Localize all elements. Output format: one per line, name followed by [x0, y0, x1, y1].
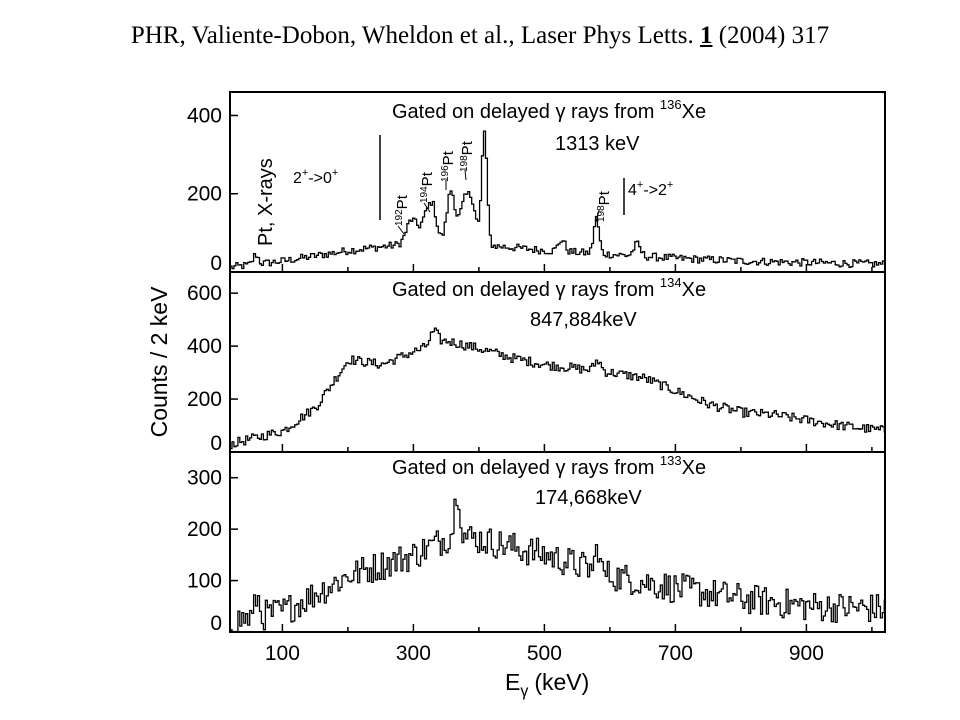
- citation-authors: PHR, Valiente-Dobon, Wheldon et al., Las…: [130, 22, 694, 49]
- x-tick-label: 700: [658, 642, 693, 665]
- pt-label-198a: 198Pt: [459, 140, 476, 172]
- x-tick-label: 100: [265, 642, 300, 665]
- pt-label-192: 192Pt: [394, 194, 411, 226]
- citation: PHR, Valiente-Dobon, Wheldon et al., Las…: [0, 22, 960, 50]
- pt-label-198b: 198Pt: [596, 190, 613, 222]
- spectrum-line-panel-3: [230, 498, 885, 633]
- y-tick-label: 200: [187, 388, 222, 411]
- y-tick-label: 0: [210, 252, 222, 275]
- y-tick-label: 300: [187, 467, 222, 490]
- x-axis-title: Eγ (keV): [505, 669, 589, 700]
- gate-energy-136xe: 1313 keV: [555, 133, 640, 155]
- x-ticks-group: 100 300 500 700 900: [265, 264, 873, 665]
- gate-label-136xe: Gated on delayed γ rays from 136Xe: [392, 97, 706, 123]
- spectrum-line-panel-2: [230, 327, 885, 450]
- spectrum-line-panel-1: [230, 130, 885, 270]
- transition-label-right: 4+->2+: [628, 179, 673, 199]
- xray-label: Pt, X-rays: [255, 158, 277, 246]
- citation-year-page: (2004) 317: [718, 22, 830, 49]
- x-tick-label: 300: [396, 642, 431, 665]
- x-tick-label: 900: [789, 642, 824, 665]
- y-axis-title: Counts / 2 keV: [146, 286, 172, 438]
- pt-label-196: 196Pt: [440, 150, 457, 182]
- y-tick-label: 0: [210, 432, 222, 455]
- pt-label-194: 194Pt: [419, 171, 436, 203]
- pt-label-leader-lines: [397, 169, 600, 235]
- y-tick-label: 400: [187, 104, 222, 127]
- gate-label-133xe: Gated on delayed γ rays from 133Xe: [392, 453, 706, 479]
- y-tick-label: 200: [187, 518, 222, 541]
- gate-label-134xe: Gated on delayed γ rays from 134Xe: [392, 275, 706, 301]
- y-tick-label: 100: [187, 570, 222, 593]
- y-tick-label: 0: [210, 612, 222, 635]
- y-tick-label: 600: [187, 282, 222, 305]
- transition-label-left: 2+->0+: [293, 167, 338, 187]
- y-tick-label: 200: [187, 183, 222, 206]
- spectra-group: [230, 130, 885, 633]
- y-ticks-group: 0 200 400 0 200 400 600 0 100 200 300: [187, 104, 238, 635]
- panel-frame-133xe: [229, 451, 886, 633]
- x-tick-label: 500: [527, 642, 562, 665]
- y-tick-label: 400: [187, 335, 222, 358]
- gate-energy-134xe: 847,884keV: [530, 309, 637, 331]
- citation-volume: 1: [699, 22, 713, 49]
- gate-energy-133xe: 174,668keV: [535, 487, 642, 509]
